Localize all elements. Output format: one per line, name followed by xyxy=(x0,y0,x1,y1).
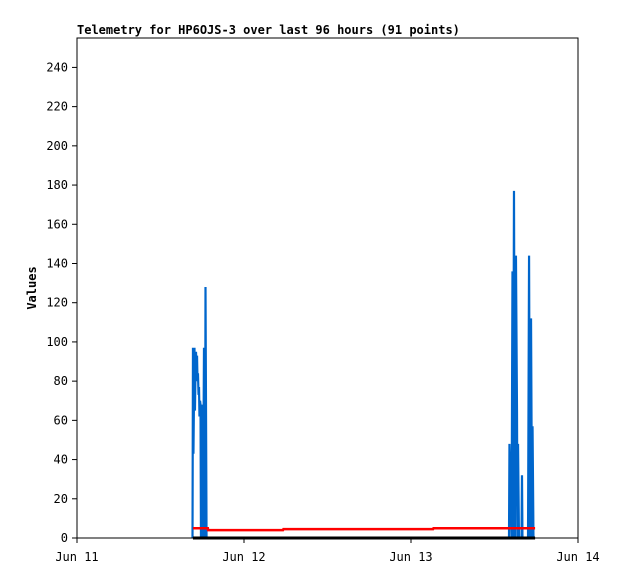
y-tick-label: 60 xyxy=(54,413,68,427)
y-tick-label: 100 xyxy=(46,335,68,349)
y-axis-label: Values xyxy=(25,266,39,309)
y-tick-label: 140 xyxy=(46,256,68,270)
y-tick-label: 40 xyxy=(54,453,68,467)
x-tick-label: Jun 14 xyxy=(556,550,599,564)
x-tick-label: Jun 13 xyxy=(389,550,432,564)
y-tick-label: 220 xyxy=(46,100,68,114)
y-tick-label: 0 xyxy=(61,531,68,545)
y-tick-label: 160 xyxy=(46,217,68,231)
x-tick-label: Jun 11 xyxy=(55,550,98,564)
series-line-1 xyxy=(192,526,536,532)
y-tick-label: 180 xyxy=(46,178,68,192)
plot-frame xyxy=(76,37,579,539)
y-tick-label: 80 xyxy=(54,374,68,388)
y-tick-label: 200 xyxy=(46,139,68,153)
axes-layer: 0 20 40 60 80 100 120 140 160 180 200 220 240 Jun 11 J… xyxy=(46,60,599,564)
x-tick-label: Jun 12 xyxy=(222,550,265,564)
series-layer xyxy=(191,190,536,540)
y-tick-label: 240 xyxy=(46,60,68,74)
chart-title: Telemetry for HP6OJS-3 over last 96 hour… xyxy=(77,23,460,37)
y-tick-label: 20 xyxy=(54,492,68,506)
series-line-0 xyxy=(191,190,535,540)
y-tick-label: 120 xyxy=(46,296,68,310)
